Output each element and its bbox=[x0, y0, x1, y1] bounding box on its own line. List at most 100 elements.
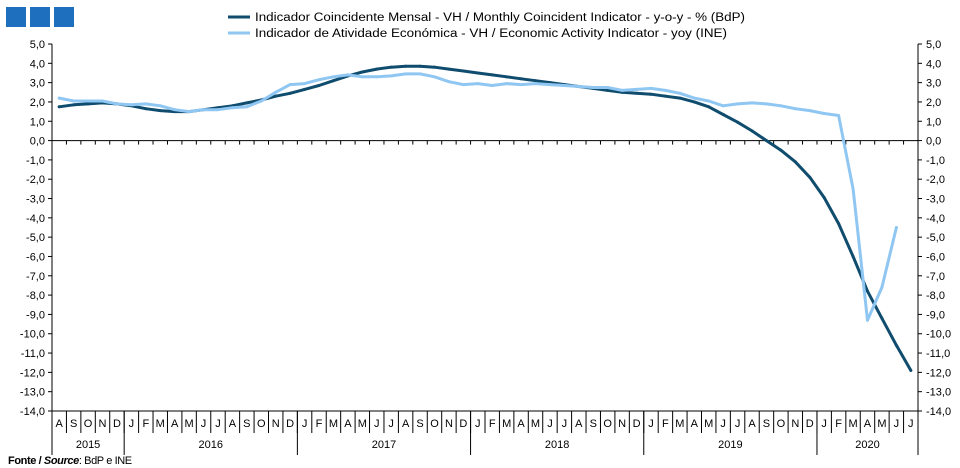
series-2-point bbox=[317, 78, 321, 82]
month-label: D bbox=[806, 418, 814, 430]
year-label: 2019 bbox=[718, 439, 742, 451]
y-tick-label-left: 2,0 bbox=[30, 97, 45, 109]
series-1-point bbox=[72, 103, 76, 107]
month-label: F bbox=[142, 418, 149, 430]
month-label: J bbox=[821, 418, 827, 430]
series-1-point bbox=[707, 105, 711, 109]
source-note: Fonte / Source: BdP e INE bbox=[8, 455, 132, 467]
y-tick-label-left: -14,0 bbox=[20, 406, 45, 418]
month-label: A bbox=[171, 418, 179, 430]
month-label: M bbox=[502, 418, 511, 430]
month-label: A bbox=[691, 418, 699, 430]
month-label: A bbox=[344, 418, 352, 430]
series-1-point bbox=[721, 113, 725, 117]
month-label: D bbox=[459, 418, 467, 430]
series-2-point bbox=[649, 86, 653, 90]
year-label: 2017 bbox=[372, 439, 396, 451]
month-label: O bbox=[777, 418, 786, 430]
y-tick-label-right: -11,0 bbox=[926, 348, 950, 360]
series-1-point bbox=[144, 107, 148, 111]
series-2-point bbox=[303, 82, 307, 86]
series-2-point bbox=[793, 107, 797, 111]
y-tick-label-right: -9,0 bbox=[926, 309, 945, 321]
y-tick-label-right: -3,0 bbox=[926, 194, 945, 206]
series-1-point bbox=[851, 254, 855, 258]
month-label: S bbox=[590, 418, 597, 430]
y-tick-label-left: -6,0 bbox=[26, 251, 45, 263]
month-label: A bbox=[575, 418, 583, 430]
series-2-point bbox=[72, 99, 76, 103]
series-1-point bbox=[476, 71, 480, 75]
month-label: M bbox=[358, 418, 367, 430]
series-2-point bbox=[779, 104, 783, 108]
series-2-point bbox=[736, 102, 740, 106]
series-1-point bbox=[808, 175, 812, 179]
series-2-point bbox=[721, 104, 725, 108]
y-tick-label-left: 0,0 bbox=[30, 136, 45, 148]
month-label: J bbox=[374, 418, 380, 430]
series-2-point bbox=[837, 113, 841, 117]
series-2-point bbox=[144, 102, 148, 106]
month-label: N bbox=[445, 418, 453, 430]
series-1-point bbox=[317, 84, 321, 88]
month-label: J bbox=[302, 418, 308, 430]
series-1-point bbox=[519, 77, 523, 81]
y-tick-label-right: 5,0 bbox=[926, 39, 941, 51]
series-2-point bbox=[505, 82, 509, 86]
series-2-point bbox=[375, 75, 379, 79]
series-1-point bbox=[57, 105, 61, 109]
series-1-point bbox=[534, 79, 538, 83]
month-label: S bbox=[416, 418, 423, 430]
series-2-point bbox=[461, 83, 465, 87]
y-tick-label-left: 1,0 bbox=[30, 116, 45, 128]
y-tick-label-left: -1,0 bbox=[26, 155, 45, 167]
y-tick-label-right: 4,0 bbox=[926, 58, 941, 70]
series-2-point bbox=[519, 83, 523, 87]
chart-legend: Indicador Coincidente Mensal - VH / Mont… bbox=[228, 12, 745, 40]
y-tick-label-right: -14,0 bbox=[926, 406, 951, 418]
series-1-point bbox=[461, 69, 465, 73]
series-1-point bbox=[779, 148, 783, 152]
series-2-point bbox=[663, 88, 667, 92]
series-2-point bbox=[548, 83, 552, 87]
series-2-point bbox=[764, 102, 768, 106]
month-label: N bbox=[618, 418, 626, 430]
series-1-point bbox=[678, 96, 682, 100]
series-2-point bbox=[851, 187, 855, 191]
month-label: N bbox=[272, 418, 280, 430]
series-2-point bbox=[808, 109, 812, 113]
month-label: O bbox=[430, 418, 439, 430]
y-tick-label-right: -1,0 bbox=[926, 155, 945, 167]
series-1-point bbox=[404, 64, 408, 68]
series-1-point bbox=[274, 94, 278, 98]
series-2-point bbox=[534, 82, 538, 86]
series-2-point bbox=[230, 106, 234, 110]
series-1-point bbox=[837, 222, 841, 226]
year-label: 2020 bbox=[855, 439, 879, 451]
month-label: M bbox=[848, 418, 857, 430]
series-2-point bbox=[750, 101, 754, 105]
series-1-point bbox=[86, 102, 90, 106]
logo-block bbox=[6, 7, 26, 27]
month-label: M bbox=[531, 418, 540, 430]
series-2-point bbox=[432, 75, 436, 79]
series-2-point bbox=[635, 87, 639, 91]
series-2-point bbox=[274, 90, 278, 94]
month-label: F bbox=[662, 418, 669, 430]
y-tick-label-right: -7,0 bbox=[926, 271, 945, 283]
series-1-point bbox=[303, 87, 307, 91]
series-1-point bbox=[375, 67, 379, 71]
month-label: J bbox=[894, 418, 900, 430]
series-1-point bbox=[331, 79, 335, 83]
month-label: J bbox=[129, 418, 135, 430]
y-tick-label-left: -9,0 bbox=[26, 309, 45, 321]
y-tick-label-right: 0,0 bbox=[926, 136, 941, 148]
month-label: F bbox=[316, 418, 323, 430]
month-label: J bbox=[475, 418, 481, 430]
year-label: 2016 bbox=[199, 439, 223, 451]
y-tick-label-right: -4,0 bbox=[926, 213, 945, 225]
month-label: F bbox=[489, 418, 496, 430]
series-2-point bbox=[288, 83, 292, 87]
y-tick-label-right: -8,0 bbox=[926, 290, 945, 302]
month-label: S bbox=[243, 418, 250, 430]
